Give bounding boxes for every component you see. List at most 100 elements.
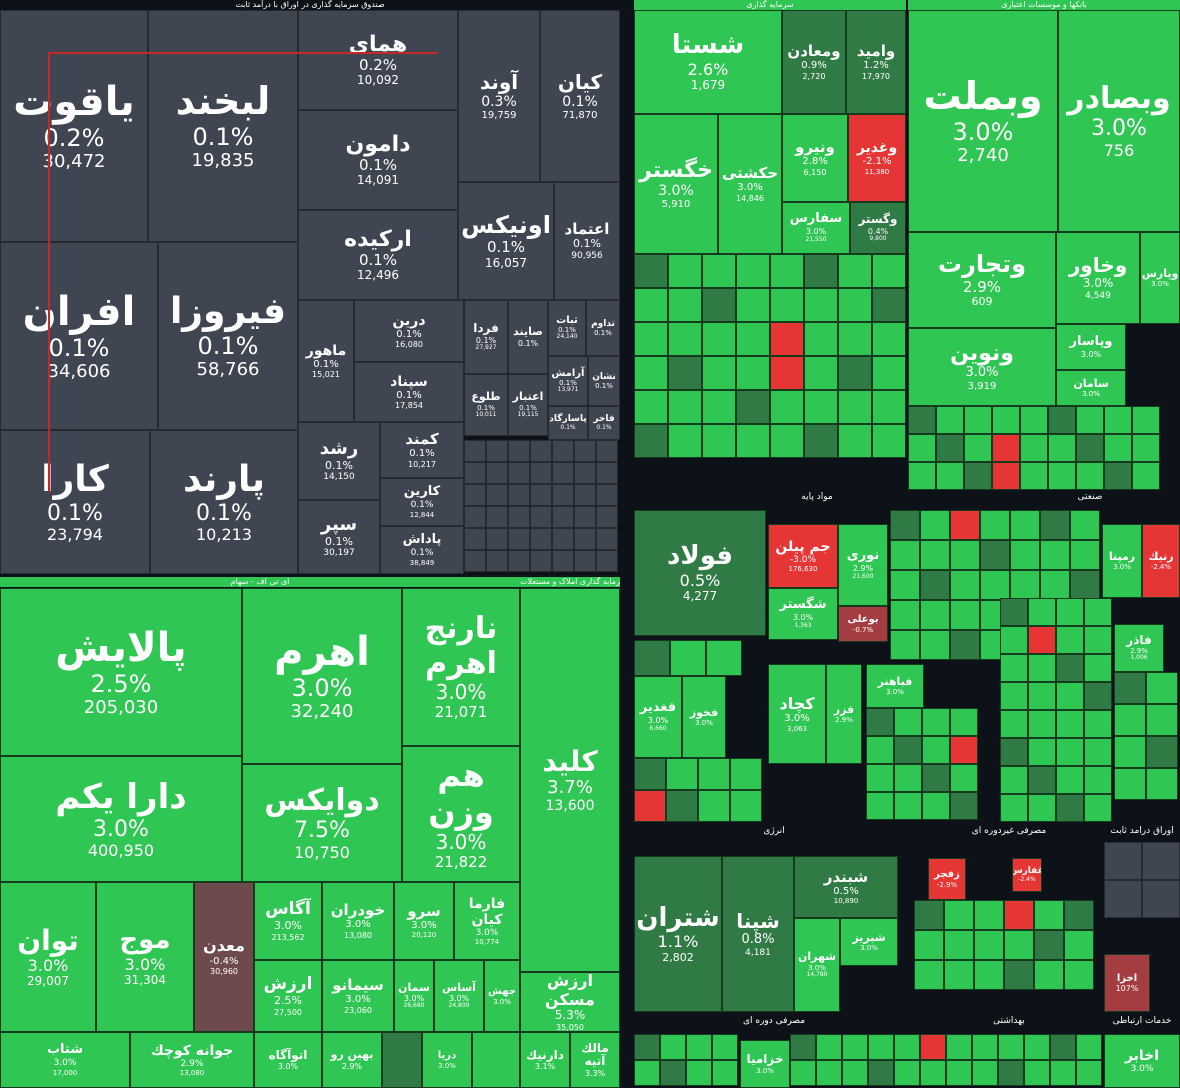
mini-tile[interactable] [668,254,702,288]
mini-tile[interactable] [804,356,838,390]
mini-tile[interactable] [950,792,978,820]
mini-tile[interactable] [1056,682,1084,710]
mini-tile[interactable] [950,570,980,600]
mini-tile[interactable] [1000,766,1028,794]
mini-tile[interactable] [1104,406,1132,434]
mini-tile[interactable] [634,254,668,288]
mini-tile[interactable] [1084,598,1112,626]
mini-tile[interactable] [1028,598,1056,626]
mini-tile[interactable] [730,758,762,790]
tile-sefars[interactable]: سفارس 3.0% 21,550 [782,202,850,254]
mini-tile[interactable] [634,790,666,822]
mini-tile[interactable] [944,900,974,930]
tile-etemad[interactable]: اعتماد 0.1% 90,956 [554,182,620,300]
tile-aramesh[interactable]: آرامش 0.1% 13,971 [548,356,588,406]
tile-renik[interactable]: رنيك -2.4% [1142,524,1180,598]
mini-tile[interactable] [1004,960,1034,990]
tile-zafjar[interactable]: زفجر -2.9% [928,858,966,900]
tile-shebriz[interactable]: شبريز 3.0% [840,918,898,966]
mini-tile[interactable] [1056,626,1084,654]
tile-avand[interactable]: آوند 0.3% 19,759 [458,10,540,182]
mini-tile[interactable] [914,900,944,930]
mini-tile[interactable] [486,550,508,572]
mini-tile[interactable] [972,1034,998,1060]
mini-tile[interactable] [508,506,530,528]
tile-noori[interactable]: نورى 2.9% 21,600 [838,524,888,606]
mini-tile[interactable] [804,254,838,288]
mini-tile[interactable] [1114,704,1146,736]
tile-orkideh[interactable]: اركيده 0.1% 12,496 [298,210,458,300]
tile-vabmellat[interactable]: وبملت 3.0% 2,740 [908,10,1058,232]
mini-tile[interactable] [950,540,980,570]
mini-tile[interactable] [1146,736,1178,768]
mini-tile[interactable] [804,288,838,322]
mini-tile[interactable] [1146,672,1178,704]
mini-tile[interactable] [574,440,596,462]
mini-tile[interactable] [1076,434,1104,462]
mini-tile[interactable] [530,550,552,572]
tile-saman-etf[interactable]: سمان 3.0% 26,680 [394,960,434,1032]
mini-tile[interactable] [936,462,964,490]
tile-yaqut[interactable]: ياقوت 0.2% 30,472 [0,10,148,242]
mini-tile[interactable] [1048,434,1076,462]
mini-tile[interactable] [842,1034,868,1060]
mini-tile[interactable] [702,424,736,458]
mini-tile[interactable] [596,462,618,484]
mini-tile[interactable] [1104,462,1132,490]
mini-tile[interactable] [552,462,574,484]
tile-malek-atiyeh[interactable]: مالك آتيه 3.3% [570,1032,620,1088]
mini-tile[interactable] [736,288,770,322]
mini-tile[interactable] [464,462,486,484]
mini-tile[interactable] [1076,462,1104,490]
mini-tile[interactable] [1010,510,1040,540]
mini-tile[interactable] [1028,738,1056,766]
mini-tile[interactable] [894,792,922,820]
mini-tile[interactable] [1040,510,1070,540]
mini-tile[interactable] [574,462,596,484]
mini-tile[interactable] [712,1034,738,1060]
mini-tile[interactable] [804,390,838,424]
mini-tile[interactable] [1056,710,1084,738]
mini-tile[interactable] [530,528,552,550]
mini-tile[interactable] [486,528,508,550]
tile-sarv[interactable]: سرو 3.0% 20,120 [394,882,454,960]
mini-tile[interactable] [706,640,742,676]
tile-shegostar[interactable]: شگستر 3.0% 1,363 [768,588,838,640]
tile-madan[interactable]: معدن -0.4% 30,960 [194,882,254,1032]
mini-tile[interactable] [702,288,736,322]
tile-etebar[interactable]: اعتبار 0.1% 19,115 [508,374,548,436]
mini-tile[interactable] [894,764,922,792]
mini-tile[interactable] [770,322,804,356]
mini-tile[interactable] [1070,510,1100,540]
mini-tile[interactable] [530,462,552,484]
tile-shebandar[interactable]: شبندر 0.5% 10,890 [794,856,898,918]
mini-tile[interactable] [816,1060,842,1086]
tile-otoagah[interactable]: اتوآگاه 3.0% [254,1032,322,1088]
mini-tile[interactable] [1004,930,1034,960]
tile-vakhavar[interactable]: وخاور 3.0% 4,549 [1056,232,1140,324]
mini-tile[interactable] [1064,930,1094,960]
tile-tavan[interactable]: توان 3.0% 29,007 [0,882,96,1032]
mini-tile[interactable] [464,506,486,528]
tile-separ[interactable]: سپر 0.1% 30,197 [298,500,380,574]
tile-firuza[interactable]: فيروزا 0.1% 58,766 [158,242,298,430]
mini-tile[interactable] [838,356,872,390]
mini-tile[interactable] [872,254,906,288]
mini-tile[interactable] [944,960,974,990]
mini-tile[interactable] [946,1034,972,1060]
mini-tile[interactable] [1000,598,1028,626]
mini-tile[interactable] [872,424,906,458]
mini-tile[interactable] [1114,736,1146,768]
mini-tile[interactable] [804,424,838,458]
mini-tile[interactable] [1056,766,1084,794]
mini-tile[interactable] [950,764,978,792]
mini-tile[interactable] [686,1034,712,1060]
mini-tile[interactable] [1084,710,1112,738]
tile-homa[interactable]: همای 0.2% 10,092 [298,10,458,110]
tile-asas[interactable]: آساس 3.0% 24,800 [434,960,484,1032]
mini-tile[interactable] [1024,1060,1050,1086]
mini-tile[interactable] [730,790,762,822]
mini-tile[interactable] [1076,406,1104,434]
mini-tile[interactable] [634,356,668,390]
mini-tile[interactable] [1020,462,1048,490]
